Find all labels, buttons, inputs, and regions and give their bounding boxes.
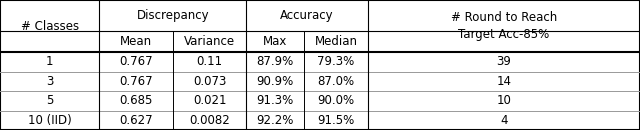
Text: 0.0082: 0.0082 bbox=[189, 114, 230, 127]
Text: 14: 14 bbox=[497, 75, 511, 88]
Text: Discrepancy: Discrepancy bbox=[136, 9, 209, 22]
Text: Max: Max bbox=[263, 35, 287, 48]
Text: 4: 4 bbox=[500, 114, 508, 127]
Text: 90.9%: 90.9% bbox=[257, 75, 294, 88]
Text: # Round to Reach
Target Acc-85%: # Round to Reach Target Acc-85% bbox=[451, 11, 557, 41]
Text: Median: Median bbox=[314, 35, 358, 48]
Text: 0.021: 0.021 bbox=[193, 94, 227, 107]
Text: 91.5%: 91.5% bbox=[317, 114, 355, 127]
Text: 92.2%: 92.2% bbox=[257, 114, 294, 127]
Text: 87.0%: 87.0% bbox=[317, 75, 355, 88]
Text: 0.073: 0.073 bbox=[193, 75, 227, 88]
Text: 79.3%: 79.3% bbox=[317, 55, 355, 68]
Text: # Classes: # Classes bbox=[20, 20, 79, 32]
Text: Mean: Mean bbox=[120, 35, 152, 48]
Text: 0.767: 0.767 bbox=[119, 55, 153, 68]
Text: 3: 3 bbox=[46, 75, 53, 88]
Text: Variance: Variance bbox=[184, 35, 235, 48]
Text: 5: 5 bbox=[46, 94, 53, 107]
Text: 0.767: 0.767 bbox=[119, 75, 153, 88]
Text: 10 (IID): 10 (IID) bbox=[28, 114, 72, 127]
Text: 10: 10 bbox=[497, 94, 511, 107]
Text: 1: 1 bbox=[46, 55, 53, 68]
Text: 91.3%: 91.3% bbox=[257, 94, 294, 107]
Text: 0.627: 0.627 bbox=[119, 114, 153, 127]
Text: 0.11: 0.11 bbox=[196, 55, 223, 68]
Text: 0.685: 0.685 bbox=[119, 94, 153, 107]
Text: Accuracy: Accuracy bbox=[280, 9, 334, 22]
Text: 39: 39 bbox=[497, 55, 511, 68]
Text: 87.9%: 87.9% bbox=[257, 55, 294, 68]
Text: 90.0%: 90.0% bbox=[317, 94, 355, 107]
